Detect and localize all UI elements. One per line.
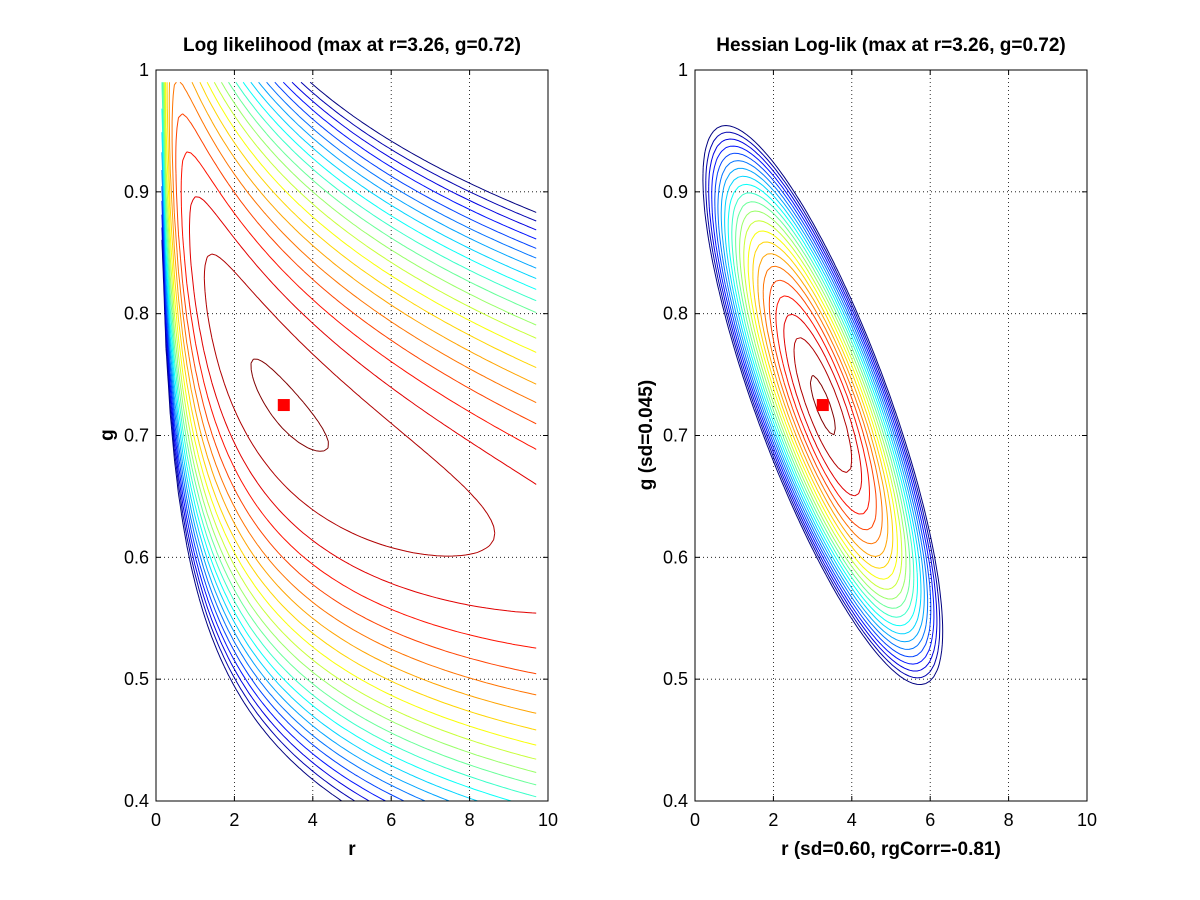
contour-line-11 <box>163 81 537 773</box>
y-tick-label-0: 0.4 <box>663 791 688 811</box>
contour-line-7 <box>724 175 922 635</box>
contour-line-11 <box>739 210 907 600</box>
contour-line-20 <box>203 253 496 557</box>
contour-line-4 <box>714 152 932 658</box>
right-panel-max-marker <box>816 399 829 412</box>
right-panel-hessian-log-lik: Hessian Log-lik (max at r=3.26, g=0.72) … <box>636 35 1097 860</box>
x-tick-label-1: 2 <box>768 810 778 830</box>
contour-line-12 <box>743 220 903 590</box>
contour-line-12 <box>164 81 537 760</box>
contour-line-2 <box>161 81 537 802</box>
contour-line-13 <box>165 81 537 746</box>
contour-line-14 <box>752 241 894 569</box>
contour-line-3 <box>711 145 935 665</box>
y-tick-label-4: 0.8 <box>124 304 149 324</box>
x-tick-label-4: 8 <box>1004 810 1014 830</box>
contour-line-15 <box>168 81 537 714</box>
contour-line-3 <box>161 81 537 802</box>
contour-line-9 <box>731 192 915 618</box>
contour-line-8 <box>161 81 537 802</box>
x-tick-label-2: 4 <box>308 810 318 830</box>
contour-line-7 <box>161 81 537 802</box>
contour-line-1 <box>161 81 537 802</box>
left-panel-title: Log likelihood (max at r=3.26, g=0.72) <box>183 35 521 56</box>
contour-line-14 <box>166 81 537 731</box>
left-panel-xlabel: r <box>348 839 356 860</box>
contour-line-6 <box>720 167 925 643</box>
contour-line-5 <box>717 160 929 650</box>
y-tick-label-2: 0.6 <box>124 547 149 567</box>
contour-line-2 <box>708 138 938 672</box>
y-tick-label-5: 0.9 <box>663 182 688 202</box>
x-tick-label-5: 10 <box>538 810 558 830</box>
right-panel-xlabel: r (sd=0.60, rgCorr=-0.81) <box>781 839 1001 860</box>
x-tick-label-3: 6 <box>386 810 396 830</box>
right-panel-title: Hessian Log-lik (max at r=3.26, g=0.72) <box>716 35 1066 56</box>
contour-line-17 <box>768 279 877 531</box>
x-tick-label-4: 8 <box>465 810 475 830</box>
right-panel-x-ticks: 0 2 4 6 8 10 <box>690 70 1097 830</box>
contour-line-4 <box>161 81 537 802</box>
contour-line-18 <box>775 295 870 515</box>
contour-line-16 <box>762 265 883 545</box>
contour-line-21 <box>250 358 329 452</box>
contour-line-16 <box>171 81 537 696</box>
contour-line-19 <box>783 313 863 497</box>
contour-line-13 <box>747 230 898 580</box>
x-tick-label-5: 10 <box>1077 810 1097 830</box>
contour-line-5 <box>161 81 537 802</box>
contour-line-9 <box>161 81 537 798</box>
y-tick-label-3: 0.7 <box>663 426 688 446</box>
y-tick-label-4: 0.8 <box>663 304 688 324</box>
contour-line-0 <box>161 81 537 802</box>
contour-line-8 <box>727 183 918 627</box>
left-panel-y-ticks: 0.4 0.5 0.6 0.7 0.8 0.9 1 <box>124 60 548 811</box>
contour-line-18 <box>180 151 537 649</box>
right-panel-contours <box>702 125 944 685</box>
contour-line-19 <box>189 196 537 614</box>
contour-line-10 <box>735 201 911 609</box>
x-tick-label-0: 0 <box>690 810 700 830</box>
left-panel-max-marker <box>277 399 290 412</box>
y-tick-label-3: 0.7 <box>124 426 149 446</box>
x-tick-label-1: 2 <box>229 810 239 830</box>
y-tick-label-6: 1 <box>678 60 688 80</box>
left-panel-ylabel: g <box>97 429 118 441</box>
contour-line-1 <box>705 131 941 679</box>
y-tick-label-1: 0.5 <box>124 669 149 689</box>
left-panel-log-likelihood: Log likelihood (max at r=3.26, g=0.72) r… <box>97 35 558 860</box>
right-panel-ylabel: g (sd=0.045) <box>636 380 657 490</box>
contour-line-15 <box>757 253 889 557</box>
contour-line-17 <box>175 113 537 675</box>
y-tick-label-0: 0.4 <box>124 791 149 811</box>
contour-line-21 <box>809 374 836 436</box>
left-panel-contours <box>161 81 537 802</box>
contour-line-10 <box>162 81 537 786</box>
x-tick-label-0: 0 <box>151 810 161 830</box>
left-panel-x-ticks: 0 2 4 6 8 10 <box>151 70 558 830</box>
x-tick-label-2: 4 <box>847 810 857 830</box>
y-tick-label-1: 0.5 <box>663 669 688 689</box>
x-tick-label-3: 6 <box>925 810 935 830</box>
contour-line-20 <box>793 337 853 473</box>
y-tick-label-2: 0.6 <box>663 547 688 567</box>
contour-line-0 <box>702 125 944 685</box>
y-tick-label-5: 0.9 <box>124 182 149 202</box>
right-panel-y-ticks: 0.4 0.5 0.6 0.7 0.8 0.9 1 <box>663 60 1087 811</box>
y-tick-label-6: 1 <box>139 60 149 80</box>
contour-line-6 <box>161 81 537 802</box>
